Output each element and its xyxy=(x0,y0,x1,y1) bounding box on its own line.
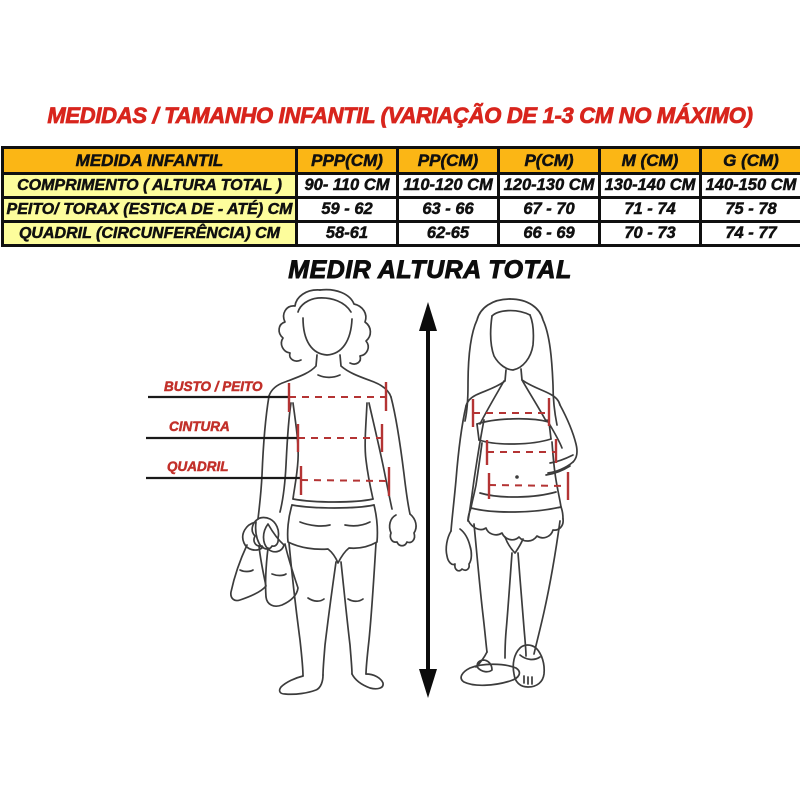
cell-value: 75 - 78 xyxy=(699,196,800,223)
col-header-medida: MEDIDA INFANTIL xyxy=(1,146,298,175)
col-header-p: P(CM) xyxy=(497,146,601,175)
cell-value: 130-140 CM xyxy=(598,172,702,199)
row-label-comprimento: COMPRIMENTO ( ALTURA TOTAL ) xyxy=(1,172,298,199)
measure-label-bust: BUSTO / PEITO xyxy=(164,379,263,395)
boy-figure xyxy=(230,288,417,696)
table-row: PEITO/ TORAX (ESTICA DE - ATÉ) CM 59 - 6… xyxy=(1,196,800,223)
size-table: MEDIDA INFANTIL PPP(CM) PP(CM) P(CM) M (… xyxy=(1,146,800,247)
flip-flops-icon xyxy=(460,644,546,688)
cell-value: 90- 110 CM xyxy=(295,172,399,199)
girl-figure xyxy=(445,298,578,688)
cell-value: 59 - 62 xyxy=(295,196,399,223)
measure-label-hip: QUADRIL xyxy=(167,459,229,475)
col-header-g: G (CM) xyxy=(699,146,800,175)
cell-value: 120-130 CM xyxy=(497,172,601,199)
row-label-peito: PEITO/ TORAX (ESTICA DE - ATÉ) CM xyxy=(1,196,298,223)
measure-label-waist: CINTURA xyxy=(169,419,230,435)
col-header-pp: PP(CM) xyxy=(396,146,500,175)
row-label-quadril: QUADRIL (CIRCUNFERÊNCIA) CM xyxy=(1,220,298,247)
table-row: QUADRIL (CIRCUNFERÊNCIA) CM 58-61 62-65 … xyxy=(1,220,800,247)
flippers-icon xyxy=(230,521,299,607)
cell-value: 62-65 xyxy=(396,220,500,247)
cell-value: 66 - 69 xyxy=(497,220,601,247)
cell-value: 140-150 CM xyxy=(699,172,800,199)
cell-value: 71 - 74 xyxy=(598,196,702,223)
page-title: MEDIDAS / TAMANHO INFANTIL (VARIAÇÃO DE … xyxy=(47,103,753,129)
col-header-m: M (CM) xyxy=(598,146,702,175)
cell-value: 74 - 77 xyxy=(699,220,800,247)
cell-value: 58-61 xyxy=(295,220,399,247)
table-row: COMPRIMENTO ( ALTURA TOTAL ) 90- 110 CM … xyxy=(1,172,800,199)
col-header-ppp: PPP(CM) xyxy=(295,146,399,175)
cell-value: 63 - 66 xyxy=(396,196,500,223)
cell-value: 110-120 CM xyxy=(396,172,500,199)
height-arrow-icon xyxy=(419,302,437,698)
section-heading-medir-altura: MEDIR ALTURA TOTAL xyxy=(288,256,572,285)
measurement-lines xyxy=(146,382,570,500)
table-header-row: MEDIDA INFANTIL PPP(CM) PP(CM) P(CM) M (… xyxy=(1,146,800,175)
cell-value: 70 - 73 xyxy=(598,220,702,247)
cell-value: 67 - 70 xyxy=(497,196,601,223)
